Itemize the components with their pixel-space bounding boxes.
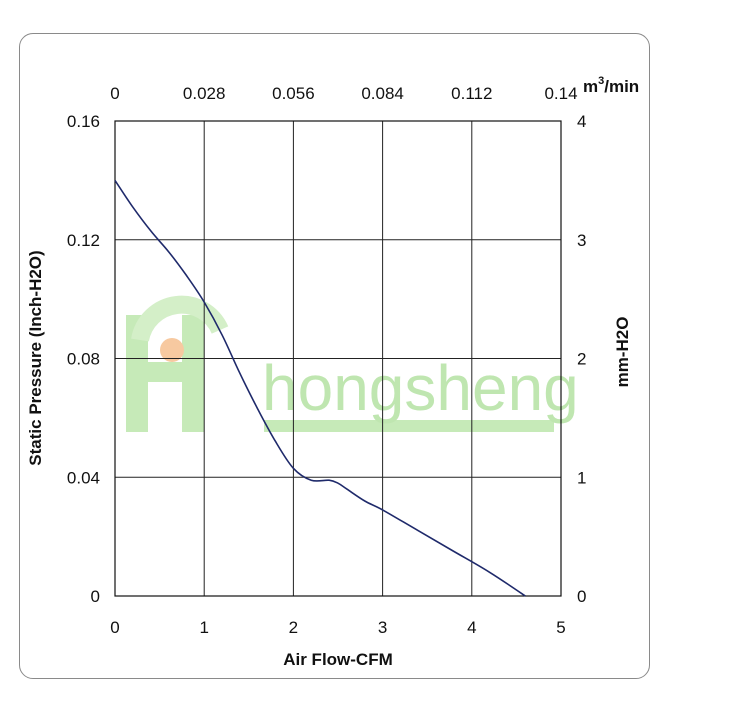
x2-tick-label: 0.112 bbox=[451, 84, 492, 103]
x-tick-label: 5 bbox=[556, 618, 565, 637]
x2-unit-base: m bbox=[583, 77, 598, 96]
x2-tick-label: 0.14 bbox=[544, 84, 577, 103]
y2-axis-tick-labels: 0 1 2 3 4 bbox=[577, 112, 586, 606]
x-tick-label: 1 bbox=[199, 618, 208, 637]
grid-lines bbox=[115, 121, 561, 596]
x2-tick-label: 0.028 bbox=[183, 84, 226, 103]
y-tick-label: 0.08 bbox=[67, 350, 100, 369]
y2-tick-label: 2 bbox=[577, 350, 586, 369]
x2-tick-label: 0.084 bbox=[361, 84, 404, 103]
chart-frame bbox=[19, 33, 650, 679]
x2-tick-label: 0 bbox=[110, 84, 119, 103]
y-axis-tick-labels: 0 0.04 0.08 0.12 0.16 bbox=[67, 112, 100, 606]
watermark-logo-arc bbox=[131, 295, 229, 342]
y-axis-title: Static Pressure (Inch-H2O) bbox=[26, 250, 45, 465]
y2-tick-label: 4 bbox=[577, 112, 586, 131]
y2-tick-label: 3 bbox=[577, 231, 586, 250]
x-tick-label: 2 bbox=[289, 618, 298, 637]
series-line-airflow-pressure bbox=[114, 179, 526, 597]
x-tick-label: 3 bbox=[378, 618, 387, 637]
y-tick-label: 0.04 bbox=[67, 468, 100, 487]
y-tick-label: 0 bbox=[91, 587, 100, 606]
y-tick-label: 0.12 bbox=[67, 231, 100, 250]
watermark-text: hongsheng bbox=[262, 352, 579, 424]
watermark-logo-sun-icon bbox=[160, 338, 184, 362]
x2-unit-tail: /min bbox=[604, 77, 639, 96]
x2-axis-tick-labels: 0 0.028 0.056 0.084 0.112 0.14 bbox=[110, 84, 577, 103]
y2-axis-title: mm-H2O bbox=[613, 317, 632, 388]
watermark-logo-crossbar bbox=[126, 362, 204, 382]
watermark-logo: hongsheng bbox=[126, 295, 579, 432]
x2-unit-superscript: 3 bbox=[598, 75, 604, 87]
plot-area-border bbox=[114, 120, 562, 597]
x2-axis-unit: m3/min bbox=[583, 75, 639, 96]
y2-tick-label: 1 bbox=[577, 468, 586, 487]
y-tick-label: 0.16 bbox=[67, 112, 100, 131]
watermark-underline bbox=[264, 420, 554, 432]
x-axis-tick-labels: 0 1 2 3 4 5 bbox=[110, 618, 565, 637]
x-tick-label: 0 bbox=[110, 618, 119, 637]
x-axis-title: Air Flow-CFM bbox=[283, 650, 393, 669]
y2-tick-label: 0 bbox=[577, 587, 586, 606]
x2-tick-label: 0.056 bbox=[272, 84, 315, 103]
x-tick-label: 4 bbox=[467, 618, 476, 637]
